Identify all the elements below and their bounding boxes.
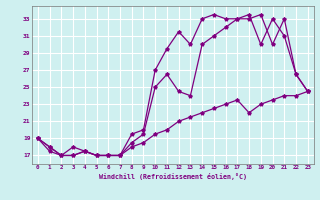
X-axis label: Windchill (Refroidissement éolien,°C): Windchill (Refroidissement éolien,°C) xyxy=(99,173,247,180)
